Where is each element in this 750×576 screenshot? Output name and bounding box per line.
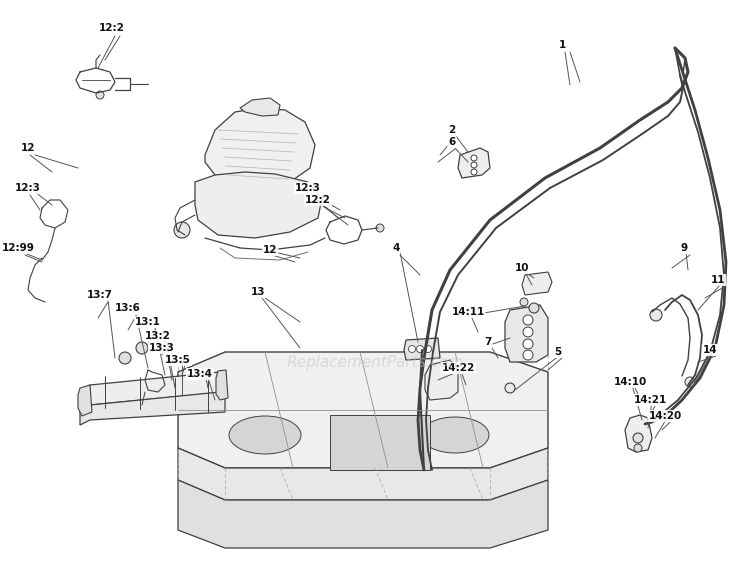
- Text: 14: 14: [703, 345, 717, 355]
- Polygon shape: [178, 448, 548, 500]
- Circle shape: [685, 377, 695, 387]
- Circle shape: [523, 327, 533, 337]
- Text: 13:3: 13:3: [149, 343, 175, 353]
- Circle shape: [174, 222, 190, 238]
- Circle shape: [96, 91, 104, 99]
- Polygon shape: [80, 392, 225, 425]
- Text: 14:20: 14:20: [648, 411, 682, 421]
- Polygon shape: [205, 108, 315, 188]
- Circle shape: [409, 346, 416, 353]
- Polygon shape: [625, 415, 652, 452]
- Ellipse shape: [421, 417, 489, 453]
- Text: 13: 13: [251, 287, 266, 297]
- Circle shape: [633, 433, 643, 443]
- Circle shape: [523, 350, 533, 360]
- Text: 14:22: 14:22: [441, 363, 475, 373]
- Circle shape: [416, 346, 424, 353]
- Text: 13:2: 13:2: [145, 331, 171, 341]
- Circle shape: [471, 169, 477, 175]
- Circle shape: [650, 309, 662, 321]
- Circle shape: [471, 155, 477, 161]
- Text: 7: 7: [484, 337, 492, 347]
- Polygon shape: [522, 272, 552, 295]
- Text: 12:99: 12:99: [2, 243, 34, 253]
- Circle shape: [523, 315, 533, 325]
- Text: ReplacementParts.com: ReplacementParts.com: [286, 354, 464, 369]
- Ellipse shape: [229, 416, 301, 454]
- Circle shape: [471, 162, 477, 168]
- Text: 13:7: 13:7: [87, 290, 113, 300]
- Polygon shape: [505, 305, 548, 362]
- Polygon shape: [458, 148, 490, 178]
- Text: 14:21: 14:21: [633, 395, 667, 405]
- FancyBboxPatch shape: [330, 415, 430, 470]
- Circle shape: [523, 339, 533, 349]
- Text: 5: 5: [554, 347, 562, 357]
- Text: 12: 12: [21, 143, 35, 153]
- Circle shape: [634, 444, 642, 452]
- Text: 12:2: 12:2: [305, 195, 331, 205]
- Text: 13:1: 13:1: [135, 317, 161, 327]
- Circle shape: [376, 224, 384, 232]
- Text: 1: 1: [558, 40, 566, 50]
- Circle shape: [119, 352, 131, 364]
- Text: 12:3: 12:3: [15, 183, 41, 193]
- Text: 14:10: 14:10: [614, 377, 646, 387]
- Text: 2: 2: [448, 125, 455, 135]
- Polygon shape: [78, 385, 92, 416]
- Circle shape: [520, 298, 528, 306]
- Text: 12: 12: [262, 245, 278, 255]
- Circle shape: [505, 383, 515, 393]
- Polygon shape: [178, 480, 548, 548]
- Polygon shape: [216, 370, 228, 400]
- Polygon shape: [240, 98, 280, 116]
- Circle shape: [529, 303, 539, 313]
- Text: 12:2: 12:2: [99, 23, 125, 33]
- Polygon shape: [195, 172, 322, 238]
- Text: 13:4: 13:4: [187, 369, 213, 379]
- Text: 11: 11: [711, 275, 725, 285]
- Circle shape: [136, 342, 148, 354]
- Polygon shape: [80, 372, 225, 410]
- Text: 12:3: 12:3: [295, 183, 321, 193]
- Text: 13:5: 13:5: [165, 355, 191, 365]
- Text: 6: 6: [448, 137, 455, 147]
- Text: 9: 9: [680, 243, 688, 253]
- Text: 4: 4: [392, 243, 400, 253]
- Circle shape: [424, 346, 431, 353]
- Text: 14:11: 14:11: [452, 307, 484, 317]
- Text: 10: 10: [514, 263, 529, 273]
- Polygon shape: [425, 360, 458, 400]
- Polygon shape: [404, 338, 440, 360]
- Polygon shape: [178, 352, 548, 468]
- Text: 13:6: 13:6: [115, 303, 141, 313]
